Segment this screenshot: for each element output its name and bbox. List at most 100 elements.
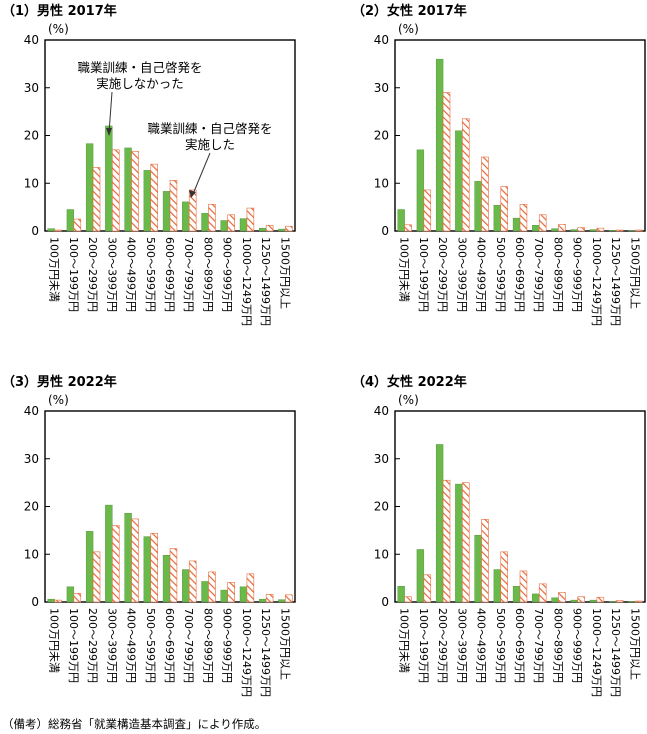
bar-trained — [635, 600, 643, 603]
x-category-label: 1250～1499万円 — [259, 237, 272, 326]
y-tick-label: 40 — [374, 33, 389, 47]
x-category-label: 700～799万円 — [532, 237, 545, 312]
bar-trained — [227, 582, 235, 603]
x-category-label: 400～499万円 — [475, 237, 488, 312]
x-category-label: 1500万円以上 — [278, 237, 291, 309]
x-category-label: 100万円未満 — [48, 608, 61, 673]
bar-trained — [150, 532, 158, 603]
bar-trained — [500, 186, 508, 232]
y-unit-label: (%) — [48, 22, 69, 36]
annotation-label-line-2: 実施した — [185, 137, 235, 152]
bar-not-trained — [66, 586, 75, 603]
x-category-label: 1500万円以上 — [278, 608, 291, 680]
bar-not-trained — [570, 599, 578, 603]
bar-trained — [635, 229, 643, 232]
x-category-label: 900～999万円 — [221, 608, 234, 683]
bar-trained — [73, 218, 82, 232]
x-category-label: 300～399万円 — [455, 608, 468, 683]
bar-trained — [519, 203, 528, 232]
y-tick-label: 40 — [24, 404, 39, 418]
x-category-label: 200～299万円 — [86, 237, 99, 312]
bar-not-trained — [66, 209, 75, 232]
x-category-label: 900～999万円 — [221, 237, 234, 312]
bar-trained — [404, 224, 412, 232]
bar-trained — [577, 596, 585, 603]
bar-not-trained — [512, 586, 521, 603]
bar-not-trained — [493, 569, 501, 603]
bar-not-trained — [532, 225, 540, 232]
bar-not-trained — [182, 201, 190, 232]
bar-trained — [462, 482, 470, 603]
bar-not-trained — [435, 444, 444, 603]
x-category-label: 600～699万円 — [163, 608, 176, 683]
bar-trained — [596, 227, 605, 232]
bar-trained — [423, 189, 432, 232]
chart-panel-female-2017: （2）女性 2017年 (%) 0 10 20 30 40 100万円未満 100～199万… — [352, 3, 646, 326]
bar-trained — [615, 600, 624, 603]
bar-trained — [519, 570, 528, 603]
y-tick-label: 20 — [24, 129, 39, 143]
bar-not-trained — [162, 555, 171, 603]
x-category-label: 200～299万円 — [86, 608, 99, 683]
bar-not-trained — [239, 586, 248, 603]
x-category-label: 300～399万円 — [105, 237, 118, 312]
bar-not-trained — [105, 504, 113, 603]
bar-trained — [208, 203, 216, 232]
x-category-label: 1000～1249万円 — [590, 237, 603, 326]
bar-trained — [404, 596, 412, 603]
plot-area: 0 10 20 30 40 100万円未満 100～199万円 200～299万円 300～39… — [24, 404, 296, 697]
annotation-arrowhead — [189, 190, 196, 198]
bar-trained — [188, 560, 197, 603]
annotation-label-line-2: 実施しなかった — [96, 76, 184, 91]
bar-not-trained — [474, 181, 482, 232]
bar-not-trained — [397, 586, 405, 603]
bar-not-trained — [85, 143, 94, 232]
bar-trained — [442, 479, 451, 603]
x-category-label: 100～199万円 — [417, 237, 430, 312]
bar-trained — [54, 599, 62, 603]
bar-trained — [246, 573, 255, 603]
y-tick-label: 0 — [31, 595, 39, 609]
x-category-label: 900～999万円 — [571, 237, 584, 312]
x-category-label: 100万円未満 — [398, 237, 411, 302]
bar-not-trained — [570, 229, 578, 232]
annotation-label-line-1: 職業訓練・自己啓発を — [77, 60, 202, 75]
bar-trained — [285, 594, 293, 603]
x-category-label: 1500万円以上 — [628, 608, 641, 680]
bar-trained — [169, 548, 178, 603]
bar-not-trained — [455, 483, 463, 603]
y-tick-label: 10 — [374, 176, 389, 190]
x-category-label: 100～199万円 — [417, 608, 430, 683]
y-tick-label: 30 — [374, 452, 389, 466]
bar-not-trained — [493, 205, 501, 232]
bar-trained — [442, 92, 451, 232]
bar-trained — [188, 189, 197, 232]
annotation-trained: 職業訓練・自己啓発を 実施した — [147, 121, 273, 198]
bar-trained — [558, 224, 566, 232]
y-tick-label: 40 — [24, 33, 39, 47]
bar-not-trained — [278, 599, 286, 603]
y-tick-label: 20 — [374, 129, 389, 143]
x-category-label: 300～399万円 — [105, 608, 118, 683]
bar-trained — [596, 596, 605, 603]
bar-trained — [462, 118, 470, 232]
x-category-label: 200～299万円 — [436, 608, 449, 683]
bar-trained — [558, 592, 566, 603]
x-category-label: 600～699万円 — [513, 237, 526, 312]
bar-not-trained — [220, 220, 228, 232]
annotation-arrowhead — [106, 128, 112, 136]
bar-not-trained — [416, 149, 425, 232]
bar-not-trained — [551, 228, 559, 232]
bar-not-trained — [435, 58, 444, 232]
bar-not-trained — [474, 534, 482, 603]
x-category-label: 900～999万円 — [571, 608, 584, 683]
x-category-label: 800～899万円 — [201, 608, 214, 683]
x-category-label: 1250～1499万円 — [609, 608, 622, 697]
bar-not-trained — [589, 599, 598, 603]
y-unit-label: (%) — [398, 22, 419, 36]
panel-title: （1）男性 2017年 — [2, 3, 117, 19]
bar-trained — [92, 551, 101, 603]
x-category-label: 500～599万円 — [144, 608, 157, 683]
bar-trained — [73, 593, 82, 603]
